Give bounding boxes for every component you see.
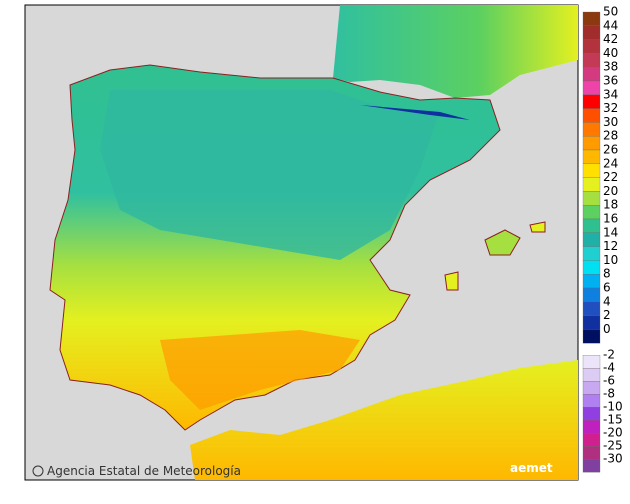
legend-swatch [582,177,601,192]
legend: 5044424038363432302826242220181614121086… [582,5,623,473]
legend-swatch [582,459,601,473]
legend-swatch [582,274,601,289]
mallorca [484,229,521,256]
legend-label: -15 [603,413,623,427]
legend-label: 4 [603,294,611,308]
legend-label: -10 [603,400,623,414]
cool-interior [100,90,440,260]
north-africa [190,360,578,480]
legend-label: 18 [603,198,618,212]
legend-label: 16 [603,212,618,226]
legend-label: 38 [603,60,618,74]
legend-label: 26 [603,143,618,157]
legend-swatch [582,394,601,408]
legend-swatch [582,11,601,26]
legend-swatch [582,191,601,206]
france [333,5,578,98]
legend-swatch [582,108,601,123]
legend-swatch [582,355,601,369]
legend-label: 44 [603,18,618,32]
map: Agencia Estatal de Meteorología aemet [24,4,579,481]
legend-swatch [582,136,601,151]
legend-swatch [582,25,601,40]
legend-label: 2 [603,308,611,322]
legend-label: 24 [603,156,618,170]
legend-swatch [582,205,601,220]
legend-swatch [582,420,601,434]
legend-swatch [582,163,601,178]
legend-swatch [582,232,601,247]
legend-label: -20 [603,426,623,440]
legend-swatch [582,287,601,302]
legend-swatch [582,53,601,68]
legend-label: 42 [603,32,618,46]
legend-label: 50 [603,5,618,19]
legend-swatch [582,246,601,261]
legend-swatch [582,368,601,382]
legend-label: 6 [603,281,611,295]
legend-label: -30 [603,452,623,466]
legend-swatch [582,149,601,164]
legend-label: 12 [603,239,618,253]
legend-swatch [582,260,601,275]
credit: Agencia Estatal de Meteorología [47,464,241,478]
legend-label: 22 [603,170,618,184]
legend-label: 28 [603,129,618,143]
logo: aemet [510,461,553,475]
legend-swatch [582,218,601,233]
legend-swatch [582,381,601,395]
legend-label: 34 [603,87,618,101]
legend-swatch [582,407,601,421]
warm-south [160,330,360,410]
legend-label: -6 [603,374,615,388]
legend-swatch [582,329,601,344]
legend-label: -2 [603,348,615,362]
legend-label: -25 [603,439,623,453]
legend-swatch [582,94,601,109]
legend-label: 30 [603,115,618,129]
pyrenees [360,105,470,120]
legend-label: 36 [603,74,618,88]
legend-swatch [582,80,601,95]
legend-label: 32 [603,101,618,115]
legend-swatch [582,315,601,330]
legend-swatch [582,122,601,137]
legend-label: -8 [603,387,615,401]
legend-swatch [582,433,601,447]
legend-swatch [582,67,601,82]
legend-label: -4 [603,361,615,375]
legend-swatch [582,446,601,460]
credit-icon [32,465,44,477]
legend-label: 20 [603,184,618,198]
legend-label: 8 [603,267,611,281]
menorca [529,221,546,233]
legend-swatch [582,301,601,316]
legend-label: 14 [603,225,618,239]
legend-swatch [582,39,601,54]
legend-label: 10 [603,253,618,267]
legend-label: 40 [603,46,618,60]
legend-label: 0 [603,322,611,336]
ibiza [444,271,459,291]
